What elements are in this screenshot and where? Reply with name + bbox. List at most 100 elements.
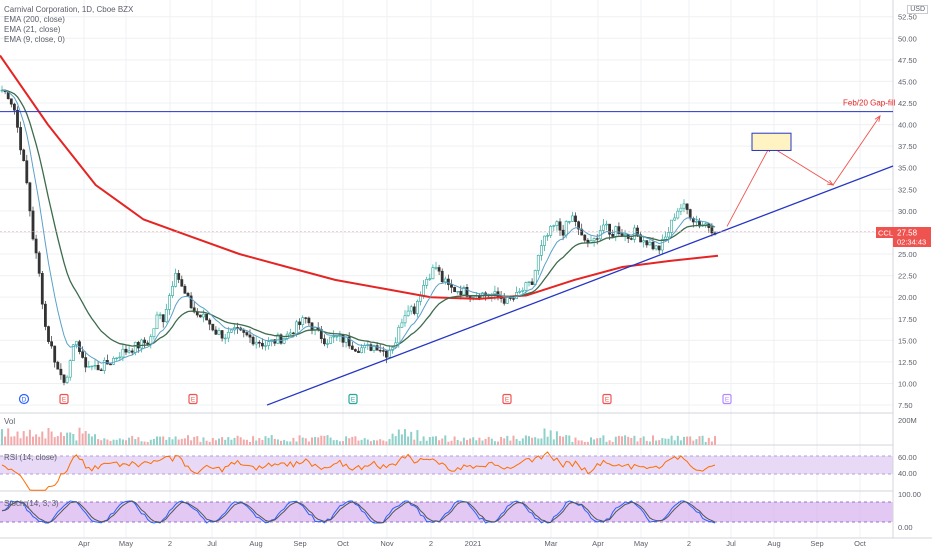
- price-tick-label: 32.50: [898, 185, 917, 194]
- volume-bar: [586, 441, 589, 445]
- volume-bar: [16, 431, 19, 445]
- candle-body: [168, 295, 171, 310]
- candle-body: [431, 267, 435, 280]
- volume-bar: [4, 436, 7, 445]
- price-tick-label: 40.00: [898, 121, 917, 130]
- volume-bar: [211, 438, 214, 445]
- volume-bar: [469, 438, 472, 445]
- candle-body: [223, 337, 227, 340]
- volume-bar: [221, 437, 224, 445]
- ema21-line: [1, 89, 716, 347]
- candle-body: [326, 343, 329, 345]
- vol-pane-label: Vol: [4, 417, 16, 426]
- candle-body: [419, 295, 422, 302]
- candle-body: [149, 336, 153, 345]
- event-marker[interactable]: E: [602, 393, 612, 405]
- candle-body: [456, 291, 460, 293]
- event-label: E: [725, 397, 730, 404]
- candle-body: [96, 364, 100, 371]
- time-tick-label: Oct: [854, 539, 867, 548]
- rsi-pane-label: RSI (14, close): [4, 453, 57, 462]
- candle-body: [40, 273, 44, 305]
- volume-bar: [162, 436, 165, 445]
- volume-bar: [202, 437, 205, 445]
- candle-body: [555, 221, 559, 226]
- candle-body: [62, 374, 66, 383]
- candle-body: [617, 226, 621, 234]
- candle-body: [688, 209, 692, 219]
- candle-body: [502, 298, 506, 304]
- volume-bar: [655, 440, 658, 445]
- volume-bar: [326, 435, 329, 445]
- volume-bar: [205, 440, 208, 445]
- volume-bar: [400, 434, 403, 445]
- volume-bar: [298, 435, 301, 445]
- volume-bar: [642, 436, 645, 445]
- candle-body: [465, 287, 469, 297]
- price-tag-value: 27.58: [897, 229, 918, 238]
- candle-body: [332, 335, 336, 338]
- volume-bar: [425, 440, 428, 445]
- volume-bar: [388, 439, 391, 445]
- ema9-line: [1, 89, 716, 364]
- volume-bar: [506, 435, 509, 445]
- candle-body: [536, 255, 540, 271]
- event-marker[interactable]: D: [18, 393, 30, 405]
- volume-bar: [487, 436, 490, 445]
- candle-body: [90, 365, 94, 368]
- candle-body: [329, 336, 333, 344]
- volume-bar: [149, 439, 152, 445]
- rsi-line: [1, 451, 716, 491]
- volume-bar: [276, 439, 279, 445]
- volume-bar: [38, 436, 41, 445]
- price-tick-label: 7.50: [898, 401, 913, 410]
- volume-bar: [453, 436, 456, 445]
- candle-body: [152, 328, 156, 337]
- time-tick-label: May: [634, 539, 648, 548]
- volume-bar: [134, 439, 137, 445]
- candle-body: [251, 336, 255, 345]
- volume-bar: [373, 440, 375, 445]
- candle-body: [648, 241, 652, 246]
- candle-body: [56, 361, 60, 370]
- candle-body: [158, 314, 162, 316]
- target-box: [751, 132, 792, 151]
- volume-bar: [289, 441, 292, 445]
- volume-bar: [534, 437, 537, 445]
- volume-bar: [280, 440, 282, 445]
- volume-bar: [125, 440, 127, 445]
- candle-body: [146, 342, 150, 345]
- candle-body: [282, 337, 286, 344]
- volume-bar: [633, 435, 636, 445]
- candle-body: [264, 345, 267, 347]
- candle-body: [217, 330, 221, 335]
- volume-bar: [348, 438, 351, 445]
- event-marker[interactable]: E: [188, 393, 198, 405]
- volume-bar: [360, 439, 363, 445]
- event-label: E: [62, 397, 67, 404]
- stoch-pane-label: Stoch (14, 3, 3): [4, 499, 59, 508]
- candle-body: [583, 234, 587, 241]
- rsi-band: [0, 456, 893, 474]
- event-marker[interactable]: E: [348, 393, 358, 405]
- candle-body: [663, 236, 667, 240]
- volume-bar: [540, 438, 543, 445]
- projection-path: [726, 115, 881, 227]
- volume-bar: [345, 436, 348, 445]
- candle-body: [53, 345, 57, 363]
- candle-body: [118, 356, 122, 359]
- volume-bar: [679, 440, 682, 445]
- event-marker[interactable]: E: [502, 393, 512, 405]
- volume-bar: [537, 438, 540, 445]
- event-marker[interactable]: E: [722, 393, 732, 405]
- candle-body: [446, 278, 450, 285]
- time-axis: Apr May 2 Jul Aug Sep Oct Nov 2 2021 Mar Apr May 2 Jul…: [78, 539, 867, 548]
- candle-body: [307, 317, 311, 324]
- candle-body: [121, 348, 125, 358]
- volume-bar: [648, 441, 651, 445]
- candle-body: [288, 332, 292, 335]
- candle-body: [155, 314, 159, 330]
- time-tick-label: 2: [429, 539, 433, 548]
- candle-body: [189, 295, 193, 309]
- event-marker[interactable]: E: [59, 393, 69, 405]
